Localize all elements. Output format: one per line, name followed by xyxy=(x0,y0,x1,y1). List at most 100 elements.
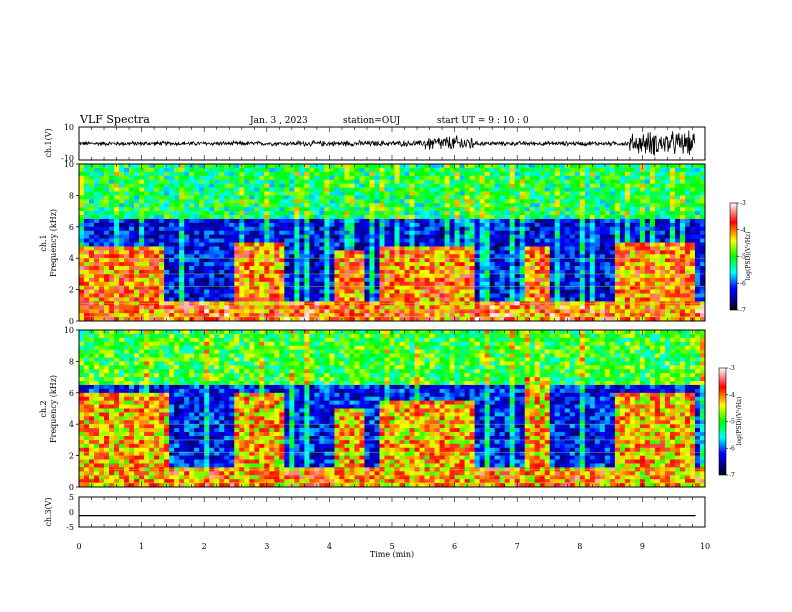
spectrogram-cell xyxy=(339,246,345,251)
spectrogram-cell xyxy=(459,234,465,239)
spectrogram-cell xyxy=(264,273,270,279)
spectrogram-cell xyxy=(484,207,490,212)
spectrogram-cell xyxy=(654,167,661,173)
spectrogram-cell xyxy=(659,266,666,271)
spectrogram-cell xyxy=(419,211,425,216)
spectrogram-cell xyxy=(604,305,611,310)
spectrogram-cell xyxy=(189,285,195,290)
spectrogram-cell xyxy=(284,285,290,290)
spectrogram-cell xyxy=(164,305,170,310)
spectrogram-cell xyxy=(569,203,576,208)
spectrogram-cell xyxy=(534,207,541,212)
spectrogram-cell xyxy=(289,218,295,224)
spectrogram-cell xyxy=(189,203,195,208)
spectrogram-cell xyxy=(429,211,435,216)
spectrogram-cell xyxy=(189,171,195,177)
spectrogram-cell xyxy=(119,164,125,169)
spectrogram-cell xyxy=(454,218,460,224)
spectrogram-cell xyxy=(219,164,225,169)
spectrogram-cell xyxy=(419,277,425,283)
spectrogram-cell xyxy=(309,262,315,267)
spectrogram-cell xyxy=(594,277,601,283)
spectrogram-cell xyxy=(214,203,220,208)
spectrogram-cell xyxy=(554,171,561,177)
spectrogram-cell xyxy=(679,266,686,271)
spectrogram-cell xyxy=(369,246,375,251)
spectrogram-cell xyxy=(224,254,230,259)
spectrogram-cell xyxy=(579,238,586,243)
spectrogram-cell xyxy=(379,289,385,294)
spectrogram-cell xyxy=(149,309,155,314)
spectrogram-cell xyxy=(694,313,701,318)
spectrogram-cell xyxy=(294,183,300,188)
spectrogram-cell xyxy=(539,203,546,208)
spectrogram-cell xyxy=(354,293,360,298)
spectrogram-cell xyxy=(569,277,576,283)
spectrogram-cell xyxy=(584,234,591,239)
spectrogram-cell xyxy=(504,262,510,267)
spectrogram-cell xyxy=(209,277,215,283)
spectrogram-cell xyxy=(624,309,631,314)
spectrogram-cell xyxy=(399,199,405,204)
spectrogram-cell xyxy=(664,230,671,235)
spectrogram-cell xyxy=(329,246,335,251)
spectrogram-cell xyxy=(199,250,205,255)
spectrogram-cell xyxy=(239,305,245,310)
spectrogram-cell xyxy=(224,269,230,275)
spectrogram-cell xyxy=(614,203,621,208)
spectrogram-cell xyxy=(519,215,526,220)
spectrogram-cell xyxy=(544,269,551,275)
spectrogram-cell xyxy=(314,309,320,314)
spectrogram-cell xyxy=(384,187,390,192)
spectrogram-cell xyxy=(414,305,420,310)
spectrogram-cell xyxy=(79,297,85,302)
spectrogram-cell xyxy=(674,164,681,169)
spectrogram-cell xyxy=(304,297,310,302)
spectrogram-cell xyxy=(624,250,631,255)
spectrogram-cell xyxy=(404,195,410,200)
spectrogram-cell xyxy=(349,183,355,188)
spectrogram-cell xyxy=(599,230,606,235)
spectrogram-cell xyxy=(669,262,676,267)
spectrogram-cell xyxy=(544,218,551,224)
spectrogram-cell xyxy=(364,195,370,200)
spectrogram-cell xyxy=(634,183,641,188)
spectrogram-cell xyxy=(279,175,285,180)
spectrogram-cell xyxy=(489,183,495,188)
spectrogram-cell xyxy=(464,183,470,188)
spectrogram-cell xyxy=(679,297,686,302)
spectrogram-cell xyxy=(94,215,100,220)
spectrogram-cell xyxy=(374,199,380,204)
spectrogram-cell xyxy=(629,277,636,283)
spectrogram-cell xyxy=(564,281,571,286)
spectrogram-cell xyxy=(689,238,696,243)
spectrogram-cell xyxy=(609,195,616,200)
spectrogram-cell xyxy=(89,195,95,200)
spectrogram-cell xyxy=(394,175,400,180)
spectrogram-cell xyxy=(419,281,425,286)
spectrogram-cell xyxy=(584,215,591,220)
spectrogram-cell xyxy=(514,218,521,224)
spectrogram-cell xyxy=(334,242,340,247)
spectrogram-cell xyxy=(509,297,515,302)
spectrogram-cell xyxy=(614,285,621,290)
spectrogram-cell xyxy=(194,164,200,169)
spectrogram-cell xyxy=(339,167,345,173)
spectrogram-cell xyxy=(409,199,415,204)
spectrogram-cell xyxy=(559,171,566,177)
spectrogram-cell xyxy=(189,179,195,184)
spectrogram-cell xyxy=(204,191,210,196)
spectrogram-cell xyxy=(679,246,686,251)
spectrogram-cell xyxy=(364,230,370,235)
spectrogram-cell xyxy=(684,222,691,228)
spectrogram-cell xyxy=(459,297,465,302)
spectrogram-cell xyxy=(479,164,485,169)
spectrogram-cell xyxy=(129,289,135,294)
spectrogram-cell xyxy=(374,273,380,279)
spectrogram-cell xyxy=(494,317,500,322)
spectrogram-cell xyxy=(684,207,691,212)
spectrogram-cell xyxy=(409,254,415,259)
spectrogram-cell xyxy=(574,164,581,169)
spectrogram-cell xyxy=(324,242,330,247)
spectrogram-cell xyxy=(594,313,601,318)
